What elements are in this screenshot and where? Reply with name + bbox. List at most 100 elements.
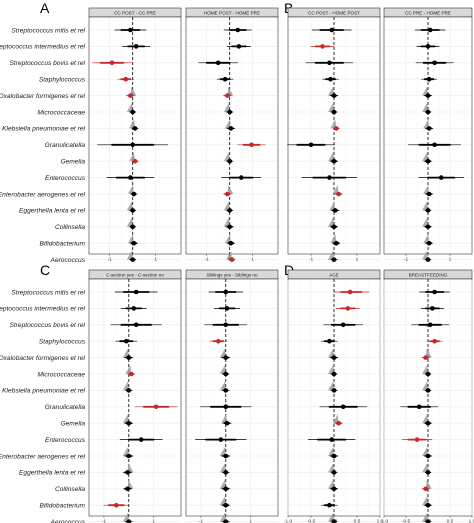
row-label: Granulicatella [45, 142, 86, 149]
facet: AGE -1.0 -0.5 0.0 0.5 1.0 [284, 269, 384, 523]
point-estimate [331, 224, 337, 230]
point-estimate [224, 420, 230, 426]
point-estimate [223, 486, 229, 492]
point-estimate [223, 470, 229, 475]
point-estimate [133, 44, 139, 49]
posterior-density [328, 86, 334, 96]
facet-strip-label: HOME POST - HOME PRE [204, 10, 260, 15]
point-estimate [227, 224, 232, 230]
row-label: Oxalobacter formigenes et rel [0, 355, 86, 362]
point-estimate [216, 338, 221, 344]
point-estimate [126, 355, 132, 360]
posterior-density [330, 119, 337, 129]
posterior-density [328, 512, 334, 522]
point-estimate [425, 93, 431, 98]
row-label: Streptococcus intermedius et rel [0, 306, 86, 313]
tick-label: 0 [333, 257, 336, 263]
panel-c: C C-section yes - C-section no-1 0 1Sibling… [40, 262, 279, 523]
point-estimate [334, 126, 339, 131]
tick-label: 0 [224, 519, 227, 523]
posterior-density [328, 381, 334, 391]
posterior-density [122, 414, 129, 424]
point-estimate [223, 453, 229, 459]
point-estimate [223, 502, 229, 508]
point-estimate [228, 126, 234, 131]
tick-label: -1.0 [380, 519, 389, 523]
point-estimate [331, 371, 337, 377]
point-estimate [126, 388, 132, 393]
facet: HOME POST - HOME PRE -1 0 1 [185, 7, 279, 263]
posterior-density [223, 152, 230, 162]
posterior-density [126, 103, 133, 112]
posterior-density [122, 512, 129, 522]
point-estimate [426, 191, 432, 197]
row-label: Collinsella [55, 224, 85, 231]
point-estimate [153, 404, 159, 410]
panel-letter: A [40, 0, 50, 16]
row-label: Oxalobacter formigenes et rel [0, 93, 86, 100]
posterior-density [224, 234, 231, 244]
point-estimate [130, 109, 135, 115]
point-estimate [414, 437, 420, 442]
row-label: Streptococcus bovis et rel [10, 322, 86, 329]
posterior-density [423, 119, 430, 129]
tick-label: 1 [152, 519, 155, 523]
row-label: Eggerthella lenta et rel [19, 208, 86, 215]
point-estimate [131, 240, 137, 246]
row-label: Bifidobacterium [40, 503, 86, 510]
point-estimate [340, 404, 346, 410]
posterior-density [330, 234, 337, 244]
point-estimate [227, 208, 232, 213]
posterior-density [219, 496, 226, 506]
point-estimate [425, 519, 431, 523]
point-estimate [223, 371, 229, 377]
point-estimate [223, 388, 229, 393]
point-estimate [308, 142, 314, 148]
posterior-density [122, 447, 129, 456]
posterior-density [219, 479, 226, 489]
posterior-density [130, 86, 137, 96]
posterior-density [219, 348, 226, 358]
point-estimate [331, 388, 337, 393]
posterior-density [328, 365, 334, 374]
tick-label: -0.5 [402, 519, 411, 523]
posterior-density [423, 234, 430, 244]
posterior-density [328, 103, 334, 112]
tick-label: 0.0 [425, 519, 432, 523]
facet-strip-label: Siblings yes - Siblings no [206, 272, 258, 277]
posterior-density [122, 381, 129, 391]
row-label: Aerococcus [50, 519, 86, 523]
point-estimate [425, 158, 431, 164]
row-label: Enterobacter aerogenes et rel [0, 453, 86, 460]
point-estimate [425, 371, 431, 377]
point-estimate [132, 158, 138, 164]
point-estimate [423, 486, 429, 492]
posterior-density [332, 185, 339, 194]
panel-letter: C [40, 262, 50, 278]
point-estimate [123, 76, 129, 82]
panel-d: DAGE-1.0-0.50.00.51.0BREASTFEEDING-1.0-0… [284, 262, 474, 523]
plot-area [185, 278, 279, 517]
facet-strip-label: AGE [329, 272, 339, 277]
plot-area [88, 278, 182, 517]
point-estimate [427, 322, 433, 328]
row-label: Staphylococcus [39, 77, 86, 84]
point-estimate [425, 453, 431, 459]
point-estimate [327, 60, 332, 66]
row-label: Streptococcus mitis et rel [11, 289, 85, 296]
point-estimate [432, 142, 437, 148]
posterior-density [223, 201, 230, 211]
posterior-density [129, 152, 135, 162]
point-estimate [138, 437, 144, 442]
posterior-density [332, 414, 339, 424]
point-estimate [423, 355, 429, 360]
tick-label: -1 [108, 257, 113, 263]
facet: CC POST - HOME POST -1 0 1 [287, 7, 381, 263]
point-estimate [426, 76, 432, 82]
facet-strip-label: CC POST - HOME POST [308, 10, 360, 15]
point-estimate [130, 257, 135, 262]
tick-label: -1 [102, 519, 107, 523]
point-estimate [329, 437, 335, 442]
